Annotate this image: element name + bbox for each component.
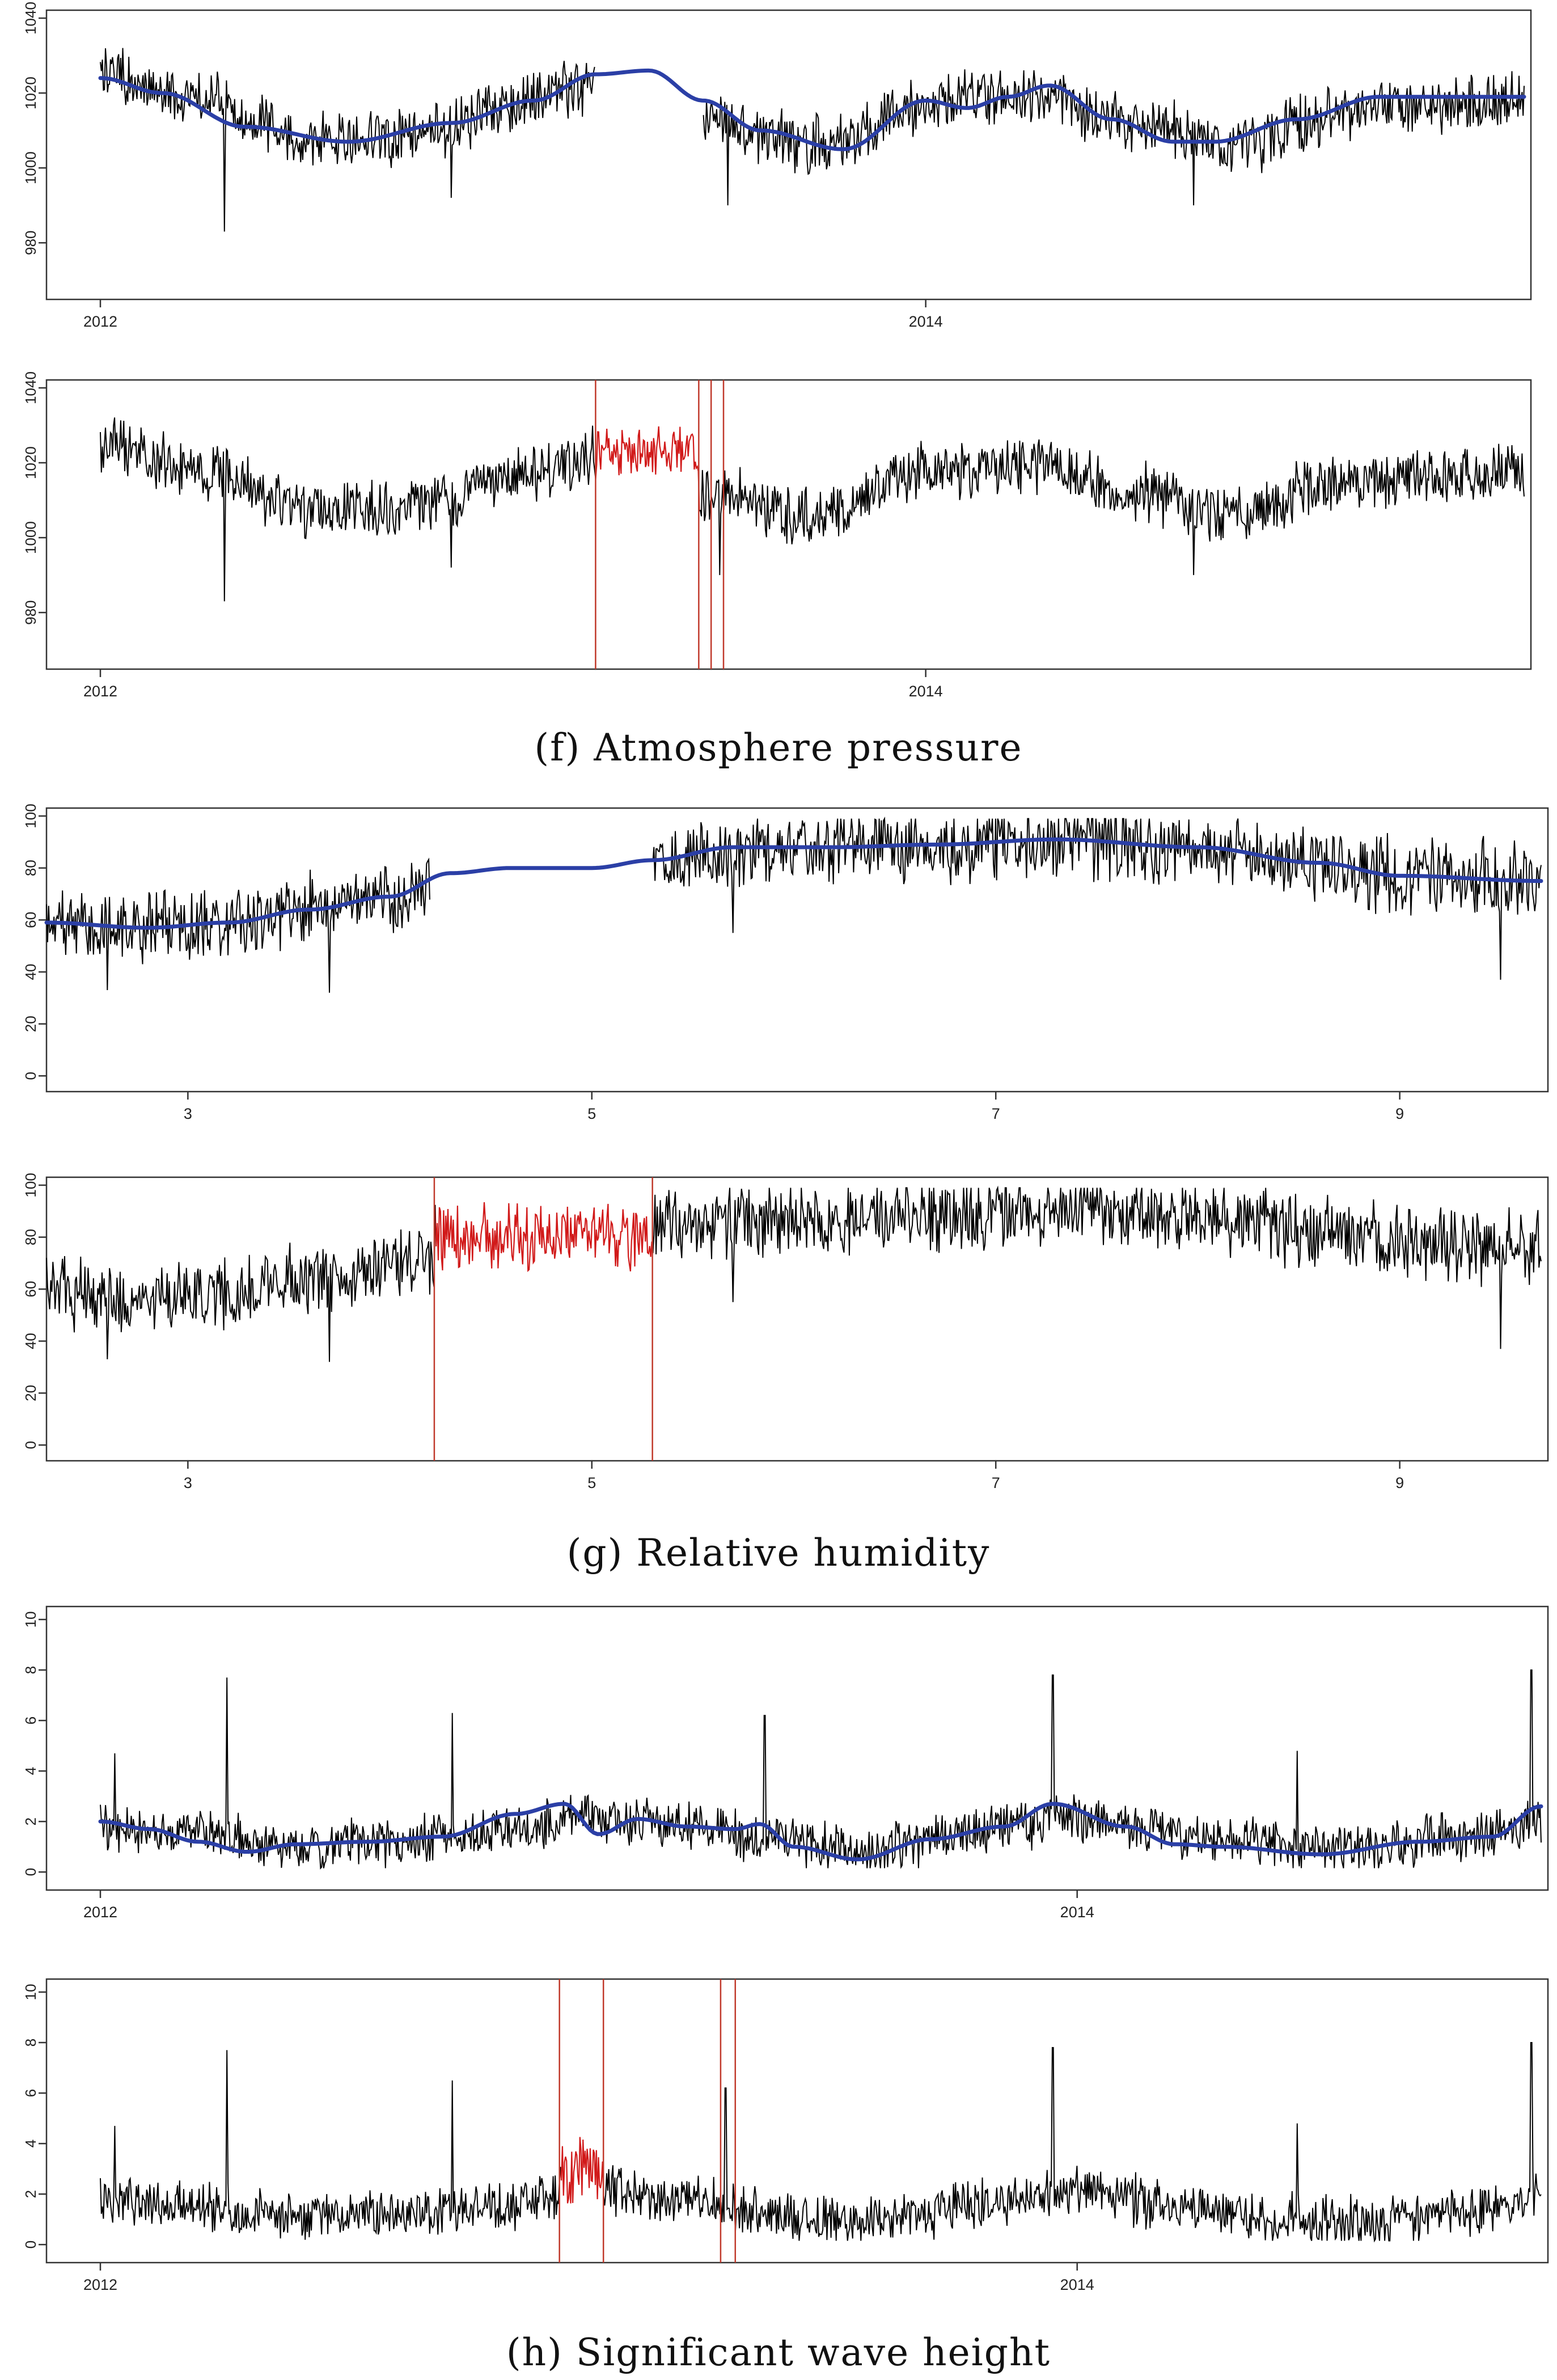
chart-h-top: 0 2 4 6 8 10 2012 2014 [22, 1605, 1549, 1921]
x-tick-label: 2012 [83, 1904, 117, 1921]
caption-significant-wave-height: (h) Significant wave height [506, 2331, 1051, 2374]
y-tick-label: 0 [22, 1072, 39, 1080]
series-line-pressure [699, 439, 1525, 576]
chart-h-bottom: 0 2 4 6 8 10 2012 2014 [22, 1978, 1549, 2293]
y-tick-label: 1040 [22, 2, 39, 35]
trend-line [98, 68, 1526, 151]
x-tick-label: 5 [587, 1474, 596, 1491]
chart-g-bottom: 0 20 40 60 80 100 3 5 7 9 [22, 1173, 1549, 1491]
series-line-wave-height [100, 1669, 1542, 1870]
x-tick-label: 9 [1395, 1474, 1404, 1491]
anomaly-segment [560, 2137, 604, 2204]
y-tick-label: 2 [22, 1817, 39, 1825]
y-tick-label: 10 [22, 1984, 39, 2000]
y-tick-label: 20 [22, 1016, 39, 1032]
plot-frame [45, 1978, 1549, 2264]
y-tick-label: 980 [22, 600, 39, 624]
series-line-pressure [100, 417, 596, 602]
y-tick-label: 1020 [22, 446, 39, 479]
x-tick-label: 7 [992, 1105, 1000, 1122]
x-tick-label: 5 [587, 1105, 596, 1122]
anomaly-segment [434, 1202, 654, 1273]
y-tick-label: 1000 [22, 521, 39, 554]
y-tick-label: 8 [22, 1666, 39, 1674]
chart-f-bottom: 980 1000 1020 1040 2012 2014 [22, 371, 1532, 700]
plot-frame [45, 1176, 1549, 1462]
x-tick-label: 2014 [1060, 1904, 1094, 1921]
x-tick-label: 2012 [83, 313, 117, 330]
chart-g-top: 0 20 40 60 80 100 3 5 7 9 [22, 804, 1549, 1122]
y-tick-label: 8 [22, 2039, 39, 2047]
y-tick-label: 40 [22, 963, 39, 980]
y-tick-label: 10 [22, 1611, 39, 1627]
series-line-humidity [46, 857, 430, 993]
y-tick-label: 100 [22, 1173, 39, 1197]
anomaly-segment [595, 426, 700, 511]
y-tick-label: 100 [22, 804, 39, 828]
y-tick-label: 2 [22, 2190, 39, 2198]
y-tick-label: 80 [22, 1229, 39, 1245]
series-line-wave-height [100, 2050, 561, 2240]
y-tick-label: 60 [22, 1281, 39, 1297]
y-tick-label: 0 [22, 1868, 39, 1876]
plot-frame [45, 379, 1532, 670]
y-tick-label: 1000 [22, 151, 39, 184]
x-tick-label: 9 [1395, 1105, 1404, 1122]
chart-f-top: 980 1000 1020 1040 2012 2014 [22, 2, 1532, 330]
x-tick-label: 2012 [83, 683, 117, 700]
plot-frame [45, 9, 1532, 301]
y-tick-label: 20 [22, 1385, 39, 1401]
y-tick-label: 80 [22, 860, 39, 876]
y-tick-label: 980 [22, 230, 39, 255]
x-tick-label: 7 [992, 1474, 1000, 1491]
plot-frame [45, 1605, 1549, 1891]
series-line-humidity [652, 1185, 1542, 1349]
y-tick-label: 4 [22, 2140, 39, 2148]
plot-frame [45, 807, 1549, 1093]
y-tick-label: 60 [22, 912, 39, 928]
series-line-wave-height [603, 2042, 1542, 2243]
y-tick-label: 4 [22, 1767, 39, 1775]
series-line-humidity [46, 1204, 436, 1362]
y-tick-label: 1040 [22, 371, 39, 404]
series-line-humidity [652, 816, 1542, 980]
y-tick-label: 6 [22, 1717, 39, 1724]
x-tick-label: 3 [184, 1474, 192, 1491]
y-tick-label: 0 [22, 1441, 39, 1449]
x-tick-label: 2014 [909, 683, 943, 700]
x-tick-label: 2014 [909, 313, 943, 330]
caption-relative-humidity: (g) Relative humidity [566, 1531, 991, 1575]
x-tick-label: 2012 [83, 2276, 117, 2293]
series-line-pressure [100, 48, 595, 232]
x-tick-label: 3 [184, 1105, 192, 1122]
y-tick-label: 6 [22, 2089, 39, 2097]
caption-atmosphere-pressure: (f) Atmosphere pressure [534, 726, 1023, 770]
y-tick-label: 1020 [22, 77, 39, 109]
trend-line [98, 1802, 1543, 1862]
series-line-pressure [703, 69, 1525, 206]
x-tick-label: 2014 [1060, 2276, 1094, 2293]
y-tick-label: 0 [22, 2241, 39, 2248]
y-tick-label: 40 [22, 1333, 39, 1349]
trend-line [44, 837, 1543, 930]
